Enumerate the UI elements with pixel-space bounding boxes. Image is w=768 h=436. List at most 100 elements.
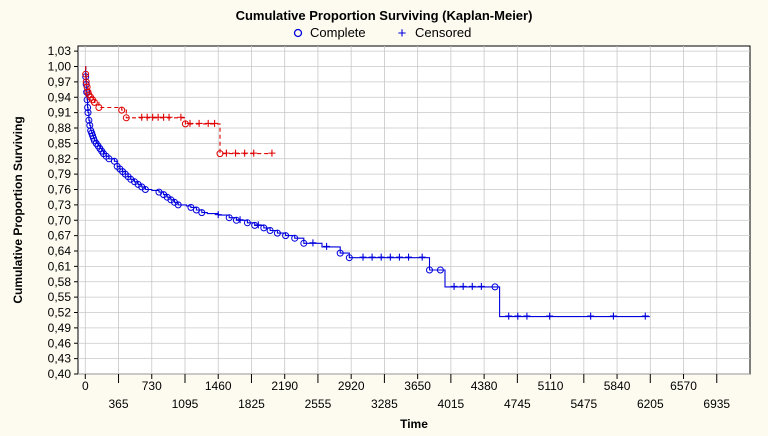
complete-marker — [141, 186, 149, 193]
censored-marker — [450, 282, 458, 290]
censored-marker — [211, 119, 219, 127]
complete-marker — [436, 266, 444, 274]
x-tick-label: 5475 — [570, 397, 597, 411]
y-tick-label: 0,43 — [48, 352, 72, 366]
x-tick-label: 1825 — [238, 397, 265, 411]
censored-marker — [505, 312, 513, 320]
legend-censored-marker: + — [398, 25, 407, 42]
x-tick-label: 6935 — [703, 397, 730, 411]
x-tick-label: 6570 — [670, 379, 697, 393]
x-axis: 0 730 1460 2190 2920 3650 4380 5110 5840 6570 365 1… — [82, 374, 730, 411]
y-tick-label: 0,52 — [48, 306, 72, 320]
y-tick-label: 0,46 — [48, 336, 72, 350]
y-tick-label: 0,73 — [48, 198, 72, 212]
y-tick-label: 0,40 — [48, 367, 72, 381]
y-axis: 0,400,43 0,460,490,52 0,550,58 0,610,640,67… — [48, 44, 78, 381]
censored-marker — [268, 149, 276, 157]
complete-marker — [83, 83, 91, 91]
censored-marker — [254, 221, 262, 229]
complete-marker — [225, 214, 233, 222]
censored-marker — [459, 282, 467, 290]
complete-marker — [266, 227, 274, 234]
censored-marker — [395, 253, 403, 261]
complete-marker — [491, 283, 499, 291]
censored-marker — [514, 312, 522, 320]
complete-marker — [82, 78, 90, 86]
complete-marker — [90, 98, 98, 106]
x-tick-label: 5110 — [538, 379, 564, 393]
y-tick-label: 1,03 — [48, 44, 72, 58]
series-1 — [82, 65, 650, 320]
y-tick-label: 0,70 — [48, 213, 72, 227]
censored-marker — [195, 119, 203, 127]
plot-area — [77, 45, 751, 375]
x-tick-label: 3650 — [404, 379, 431, 393]
x-tick-label: 2190 — [271, 379, 298, 393]
complete-marker — [336, 249, 344, 257]
censored-marker — [523, 312, 531, 320]
x-tick-label: 1460 — [205, 379, 232, 393]
x-tick-label: 2920 — [338, 379, 365, 393]
censored-marker — [222, 149, 230, 157]
censored-marker — [236, 216, 244, 224]
complete-marker — [84, 104, 92, 111]
censored-marker — [250, 149, 258, 157]
complete-marker — [85, 116, 93, 124]
x-tick-label: 0 — [82, 379, 89, 393]
y-tick-label: 0,82 — [48, 152, 72, 166]
censored-marker — [204, 119, 212, 127]
x-tick-label: 3285 — [371, 397, 398, 411]
censored-marker — [418, 253, 426, 261]
y-tick-label: 1,00 — [48, 60, 72, 74]
y-tick-label: 0,49 — [48, 321, 72, 335]
legend-complete-label: Complete — [310, 25, 366, 40]
complete-marker — [260, 224, 268, 232]
legend-censored-label: Censored — [415, 25, 471, 40]
x-tick-label: 2555 — [305, 397, 332, 411]
x-tick-label: 730 — [142, 379, 162, 393]
complete-marker — [300, 239, 308, 247]
x-tick-label: 4015 — [438, 397, 465, 411]
censored-marker — [368, 253, 376, 261]
x-tick-label: 365 — [109, 397, 129, 411]
complete-marker — [86, 121, 94, 129]
complete-marker — [82, 70, 90, 78]
censored-marker — [405, 253, 413, 261]
complete-marker — [291, 234, 299, 242]
censored-marker — [359, 253, 367, 261]
censored-marker — [241, 149, 249, 157]
x-tick-label: 5840 — [604, 379, 631, 393]
series-layer — [82, 65, 650, 320]
complete-marker — [282, 232, 290, 240]
y-tick-label: 0,67 — [48, 229, 72, 243]
complete-marker — [187, 203, 195, 211]
complete-marker — [122, 114, 130, 122]
censored-marker — [546, 312, 554, 320]
chart-title: Cumulative Proportion Surviving (Kaplan-… — [236, 8, 533, 23]
censored-marker — [232, 149, 240, 157]
x-tick-label: 4745 — [504, 397, 531, 411]
censored-marker — [309, 239, 317, 247]
censored-marker — [377, 253, 385, 261]
x-tick-label: 1095 — [172, 397, 199, 411]
censored-marker — [477, 282, 485, 290]
y-tick-label: 0,79 — [48, 167, 72, 181]
complete-marker — [118, 106, 126, 114]
complete-marker — [345, 254, 353, 262]
censored-marker — [468, 282, 476, 290]
censored-marker — [214, 211, 222, 219]
censored-marker — [186, 119, 194, 127]
y-tick-label: 0,88 — [48, 121, 72, 135]
complete-marker — [273, 229, 281, 237]
y-tick-label: 0,76 — [48, 183, 72, 197]
censored-marker — [641, 312, 649, 320]
complete-marker — [192, 206, 200, 214]
y-tick-label: 0,55 — [48, 290, 72, 304]
complete-marker — [426, 266, 433, 274]
y-tick-label: 0,97 — [48, 75, 72, 89]
complete-marker — [198, 209, 206, 217]
y-tick-label: 0,85 — [48, 136, 72, 150]
complete-marker — [95, 104, 103, 111]
y-axis-label: Cumulative Proportion Surviving — [11, 116, 25, 303]
